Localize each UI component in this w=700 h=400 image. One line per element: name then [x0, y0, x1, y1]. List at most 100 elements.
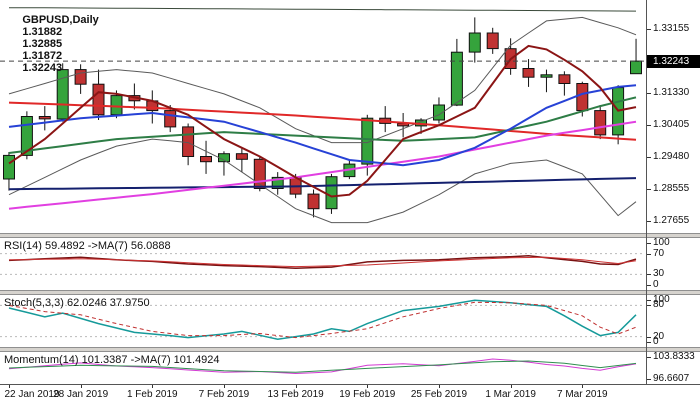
rsi-header: RSI(14) 59.4892 ->MA(7) 56.0888: [4, 240, 171, 252]
chart-canvas[interactable]: [0, 295, 645, 347]
indicator-level-label: 100: [653, 294, 670, 305]
candle-up: [361, 114, 374, 176]
candle-down: [74, 64, 87, 94]
candle-down: [253, 156, 266, 192]
candle-down: [200, 140, 212, 174]
axis-tick: [647, 253, 651, 255]
momentum-ma-line: [8, 360, 637, 373]
candle-up: [630, 38, 642, 75]
indicator-level-label: 20: [653, 330, 665, 342]
candle-down: [558, 71, 571, 96]
axis-tick: [152, 385, 153, 388]
axis-tick: [647, 285, 651, 286]
upper-envelope-line: [8, 7, 637, 12]
candle-down: [307, 189, 320, 218]
axis-tick: [647, 29, 651, 31]
bollinger-upper-line: [8, 16, 637, 144]
date-label: 1 Mar 2019: [485, 389, 536, 400]
ohlc-high: 1.32885: [22, 38, 63, 50]
candle-up: [271, 172, 284, 195]
chart-canvas[interactable]: [0, 0, 645, 233]
date-label: 13 Feb 2019: [267, 389, 324, 400]
ohlc-low: 1.31872: [22, 50, 63, 62]
indicator-level-label: 0: [653, 279, 659, 290]
price-axis-label: 1.27655: [653, 214, 690, 226]
axis-tick: [647, 189, 651, 191]
axis-tick: [647, 92, 651, 94]
axis-tick: [647, 243, 651, 244]
candle-up: [450, 38, 463, 107]
candle-up: [433, 97, 445, 124]
pane-splitter[interactable]: [0, 290, 700, 295]
momentum-indicator-pane[interactable]: Momentum(14) 101.3387 ->MA(7) 101.4924: [0, 352, 645, 384]
sma-red-line: [8, 101, 637, 141]
axis-tick: [647, 379, 651, 380]
date-label: 25 Feb 2019: [410, 389, 468, 400]
stoch-main-line: [8, 299, 637, 340]
candle-down: [486, 27, 499, 54]
pane-splitter[interactable]: [0, 233, 700, 238]
chart-canvas[interactable]: [0, 352, 645, 384]
axis-tick: [511, 385, 512, 388]
date-label: 1 Feb 2019: [126, 389, 178, 400]
indicator-level-label: 96.6607: [653, 373, 690, 384]
candle-down: [522, 59, 535, 87]
candle-down: [38, 106, 51, 131]
time-axis[interactable]: 22 Jan 2019 28 Jan 2019 1 Feb 2019 7 Feb 20…: [0, 384, 700, 400]
chart-canvas[interactable]: [0, 238, 645, 290]
price-axis[interactable]: 1.33155 1.31330 1.30405 1.29480 1.28555 1.276…: [646, 0, 700, 400]
sma-green-line: [8, 96, 637, 154]
axis-tick: [647, 305, 651, 307]
symbol-header: GBPUSD,Daily 1.31882 1.32885 1.31872 1.3…: [4, 2, 104, 86]
date-label: 7 Mar 2019: [556, 389, 608, 400]
ohlc-close: 1.32243: [22, 62, 63, 74]
bollinger-lower-line: [8, 138, 637, 224]
indicator-level-label: 0: [653, 336, 659, 347]
candle-up: [468, 17, 481, 63]
axis-tick: [647, 220, 651, 222]
candle-down: [379, 106, 392, 133]
axis-tick: [81, 385, 82, 388]
current-price-tag: 1.32243: [647, 54, 700, 68]
axis-tick: [224, 385, 225, 388]
candle-down: [92, 69, 105, 120]
axis-tick: [296, 385, 297, 388]
stochastic-indicator-pane[interactable]: Stoch(5,3,3) 62.0246 37.9750: [0, 295, 645, 347]
axis-tick: [647, 357, 651, 358]
indicator-level-label: 100: [653, 237, 670, 248]
price-axis-label: 1.29480: [653, 151, 690, 163]
indicator-level-label: 30: [653, 268, 665, 280]
axis-tick: [647, 157, 651, 159]
indicator-level-label: 103.8333: [653, 351, 695, 362]
axis-tick: [9, 385, 10, 388]
axis-tick: [439, 385, 440, 388]
candle-up: [540, 69, 553, 93]
stoch-signal-line: [8, 301, 637, 339]
axis-tick: [647, 274, 651, 276]
date-label: 7 Feb 2019: [198, 389, 250, 400]
symbol-title: GBPUSD,Daily: [22, 14, 99, 26]
stoch-header: Stoch(5,3,3) 62.0246 37.9750: [4, 297, 150, 309]
axis-tick: [582, 385, 583, 388]
axis-tick: [647, 336, 651, 338]
candle-up: [56, 63, 69, 122]
candle-up: [3, 152, 15, 191]
date-label: 19 Feb 2019: [339, 389, 396, 400]
lwma-darkred-line: [8, 44, 637, 198]
price-axis-label: 1.33155: [653, 23, 690, 35]
candle-up: [612, 85, 625, 145]
pane-splitter[interactable]: [0, 347, 700, 352]
axis-tick: [647, 342, 651, 343]
candle-down: [397, 113, 410, 138]
axis-tick: [367, 385, 368, 388]
indicator-level-label: 70: [653, 247, 665, 259]
momentum-header: Momentum(14) 101.3387 ->MA(7) 101.4924: [4, 354, 220, 366]
price-axis-label: 1.31330: [653, 86, 690, 98]
sma-navy-line: [8, 177, 637, 191]
axis-tick: [647, 300, 651, 301]
rsi-indicator-pane[interactable]: RSI(14) 59.4892 ->MA(7) 56.0888: [0, 238, 645, 290]
date-label: 28 Jan 2019: [53, 389, 109, 400]
indicator-level-label: 80: [653, 299, 665, 311]
main-price-pane[interactable]: GBPUSD,Daily 1.31882 1.32885 1.31872 1.3…: [0, 0, 645, 233]
